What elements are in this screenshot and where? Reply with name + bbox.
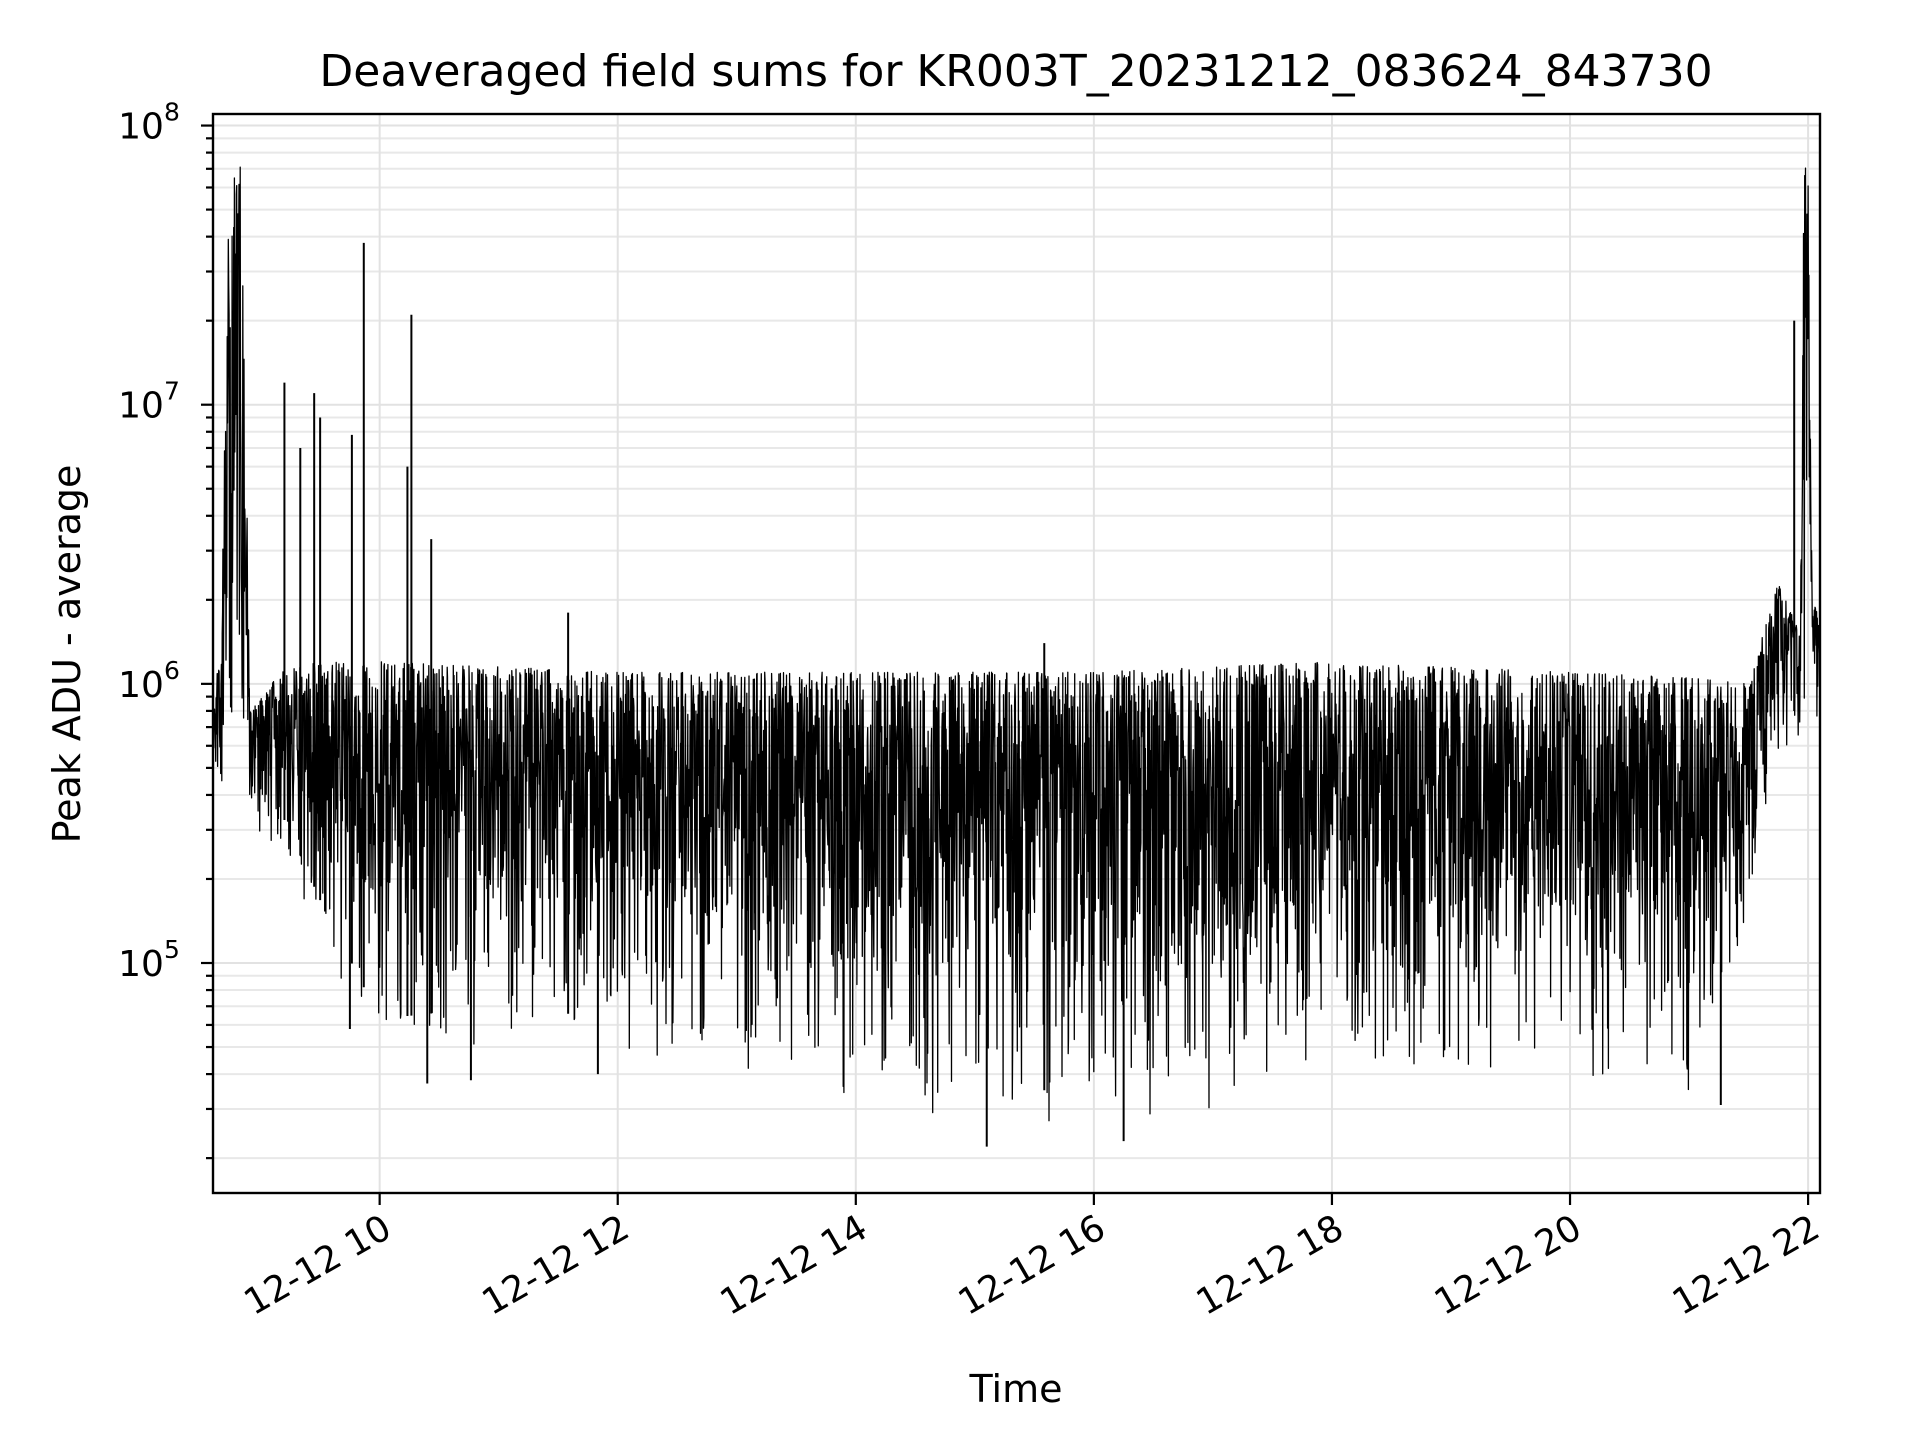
grid [213,114,1820,1193]
x-axis-label: Time [969,1367,1063,1411]
y-tick-label: 105 [118,935,180,985]
x-tick-label: 12-12 20 [1428,1207,1589,1323]
y-tick-label: 106 [118,656,180,706]
plot-frame [211,112,1822,1195]
series-line [212,166,1821,1122]
y-axis-label: Peak ADU - average [45,465,89,844]
x-tick-label: 12-12 16 [952,1207,1113,1323]
x-tick-label: 12-12 22 [1666,1207,1827,1323]
y-tick-label: 107 [118,377,180,427]
x-tick-label: 12-12 14 [714,1207,875,1323]
x-tick-label: 12-12 12 [476,1207,637,1323]
chart-title: Deaveraged field sums for KR003T_2023121… [319,46,1712,97]
y-tick-label: 108 [118,98,180,148]
x-tick-label: 12-12 10 [237,1207,398,1323]
data-series [212,166,1821,1147]
x-tick-label: 12-12 18 [1190,1207,1351,1323]
